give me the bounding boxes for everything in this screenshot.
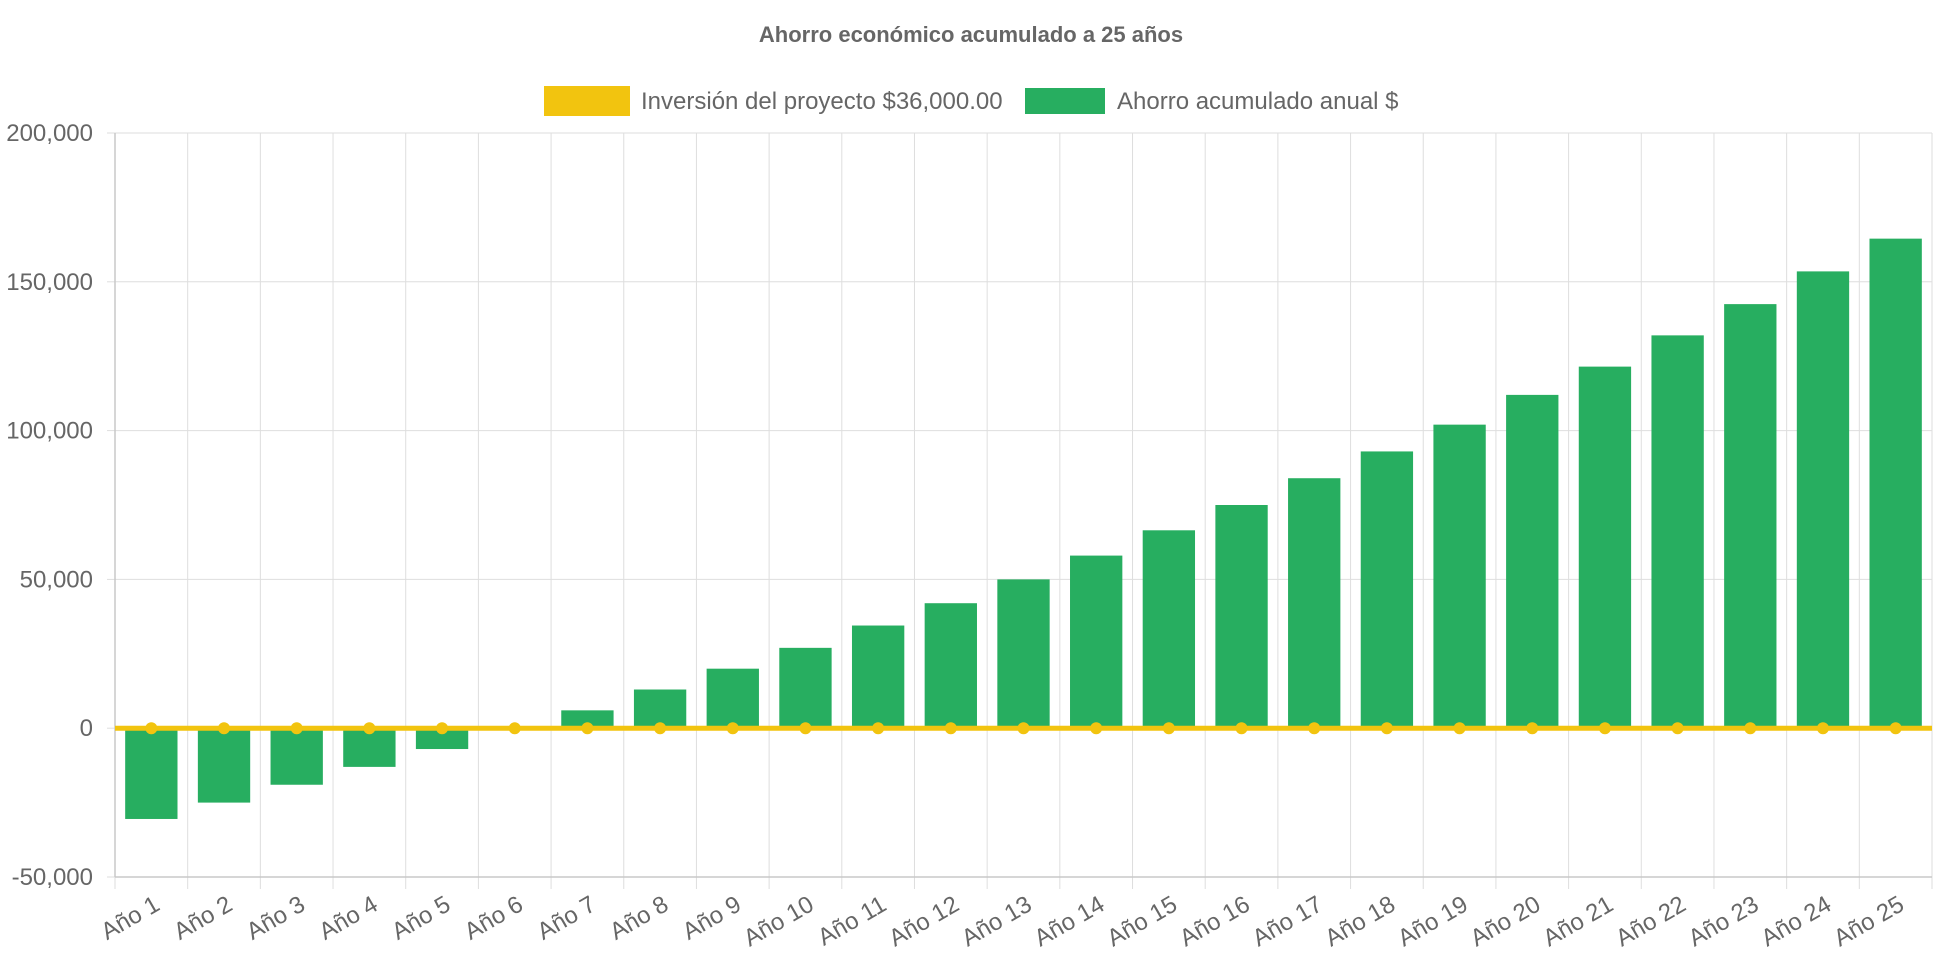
- bar-13[interactable]: [997, 579, 1050, 729]
- x-tick-label: Año 8: [605, 891, 673, 946]
- legend: Inversión del proyecto $36,000.00 Ahorro…: [544, 86, 1399, 116]
- investment-point-21[interactable]: [1598, 722, 1611, 735]
- legend-swatch-investment: [544, 86, 630, 116]
- bar-9[interactable]: [706, 668, 759, 729]
- investment-point-24[interactable]: [1816, 722, 1829, 735]
- bar-12[interactable]: [924, 603, 977, 729]
- bar-24[interactable]: [1796, 271, 1850, 729]
- x-tick-label: Año 17: [1248, 891, 1327, 952]
- bar-25[interactable]: [1869, 238, 1922, 729]
- investment-point-15[interactable]: [1162, 722, 1175, 735]
- x-tick-label: Año 4: [315, 891, 383, 946]
- investment-point-20[interactable]: [1526, 722, 1539, 735]
- x-tick-label: Año 22: [1611, 891, 1690, 952]
- investment-point-6[interactable]: [508, 722, 521, 735]
- legend-label-investment: Inversión del proyecto $36,000.00: [641, 88, 1003, 115]
- bar-22[interactable]: [1651, 335, 1704, 729]
- bar-23[interactable]: [1724, 304, 1777, 729]
- legend-item-savings[interactable]: Ahorro acumulado anual $: [1025, 88, 1399, 115]
- investment-point-19[interactable]: [1453, 722, 1466, 735]
- bar-20[interactable]: [1506, 394, 1559, 729]
- investment-point-10[interactable]: [799, 722, 812, 735]
- bar-5[interactable]: [415, 728, 469, 750]
- bar-3[interactable]: [270, 728, 323, 785]
- x-tick-label: Año 6: [460, 891, 528, 946]
- x-axis-ticks: Año 1 Año 2 Año 3 Año 4 Año 5 Año 6 Año 7 Año 8…: [97, 891, 1909, 952]
- chart-title: Ahorro económico acumulado a 25 años: [759, 22, 1183, 47]
- investment-point-22[interactable]: [1671, 722, 1684, 735]
- investment-point-18[interactable]: [1380, 722, 1393, 735]
- bar-21[interactable]: [1578, 366, 1632, 729]
- x-tick-label: Año 12: [884, 891, 963, 952]
- y-tick-label: 0: [80, 715, 93, 742]
- investment-point-11[interactable]: [872, 722, 885, 735]
- bar-14[interactable]: [1070, 555, 1123, 729]
- bar-4[interactable]: [343, 728, 396, 767]
- x-tick-label: Año 24: [1757, 891, 1836, 952]
- x-tick-label: Año 7: [533, 891, 601, 946]
- bar-10[interactable]: [779, 647, 832, 729]
- bar-11[interactable]: [851, 625, 905, 729]
- investment-point-16[interactable]: [1235, 722, 1248, 735]
- investment-point-3[interactable]: [290, 722, 303, 735]
- bar-2[interactable]: [197, 728, 251, 803]
- bar-1[interactable]: [125, 728, 178, 819]
- legend-item-investment[interactable]: Inversión del proyecto $36,000.00: [544, 86, 1003, 116]
- x-tick-label: Año 19: [1393, 891, 1472, 952]
- x-tick-label: Año 15: [1102, 891, 1181, 952]
- x-tick-label: Año 21: [1539, 891, 1618, 952]
- legend-label-savings: Ahorro acumulado anual $: [1117, 88, 1399, 115]
- bar-15[interactable]: [1142, 530, 1196, 729]
- bar-19[interactable]: [1433, 424, 1486, 729]
- bar-series: [125, 238, 1922, 819]
- legend-swatch-savings: [1025, 88, 1105, 114]
- line-series: [115, 722, 1932, 735]
- bar-18[interactable]: [1360, 451, 1414, 729]
- investment-point-17[interactable]: [1308, 722, 1321, 735]
- investment-point-8[interactable]: [654, 722, 667, 735]
- grid: [107, 132, 1933, 889]
- x-tick-label: Año 11: [813, 891, 891, 952]
- investment-point-1[interactable]: [145, 722, 158, 735]
- investment-point-4[interactable]: [363, 722, 376, 735]
- investment-point-25[interactable]: [1889, 722, 1902, 735]
- x-tick-label: Año 5: [387, 891, 455, 946]
- x-tick-label: Año 23: [1684, 891, 1763, 952]
- bar-17[interactable]: [1288, 478, 1341, 729]
- y-tick-label: 100,000: [6, 418, 93, 445]
- investment-point-9[interactable]: [726, 722, 739, 735]
- y-tick-label: -50,000: [12, 864, 93, 891]
- investment-point-14[interactable]: [1090, 722, 1103, 735]
- x-tick-label: Año 3: [242, 891, 310, 946]
- bar-8[interactable]: [633, 689, 687, 729]
- x-tick-label: Año 13: [957, 891, 1036, 952]
- x-tick-label: Año 1: [97, 891, 165, 946]
- y-tick-label: 50,000: [20, 566, 93, 593]
- x-tick-label: Año 20: [1466, 891, 1545, 952]
- x-tick-label: Año 2: [169, 891, 237, 946]
- investment-point-13[interactable]: [1017, 722, 1030, 735]
- x-tick-label: Año 10: [739, 891, 818, 952]
- x-tick-label: Año 25: [1829, 891, 1908, 952]
- x-tick-label: Año 16: [1175, 891, 1254, 952]
- investment-point-2[interactable]: [218, 722, 231, 735]
- investment-point-7[interactable]: [581, 722, 594, 735]
- y-axis-ticks: 200,000 150,000 100,000 50,000 0 -50,000: [6, 120, 93, 891]
- y-tick-label: 200,000: [6, 120, 93, 147]
- y-tick-label: 150,000: [6, 269, 93, 296]
- investment-point-12[interactable]: [944, 722, 957, 735]
- investment-point-23[interactable]: [1744, 722, 1757, 735]
- x-tick-label: Año 14: [1030, 891, 1109, 952]
- x-tick-label: Año 18: [1321, 891, 1400, 952]
- bar-7[interactable]: [561, 710, 614, 729]
- bar-16[interactable]: [1215, 505, 1268, 729]
- investment-point-5[interactable]: [436, 722, 449, 735]
- x-tick-label: Año 9: [678, 891, 746, 946]
